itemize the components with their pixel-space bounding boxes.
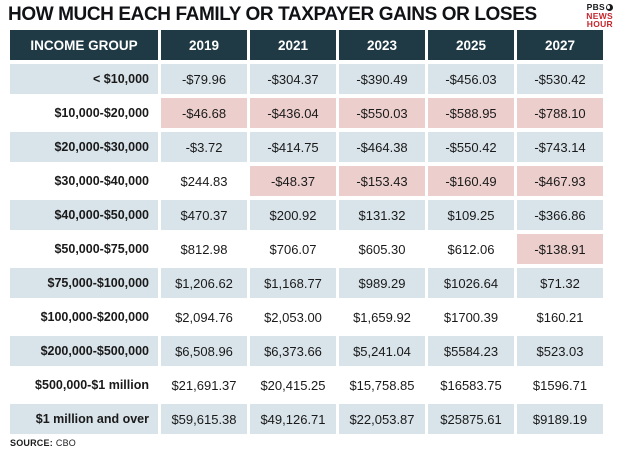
value-cell: $1,206.62: [161, 268, 247, 298]
value-cell: -$530.42: [517, 64, 603, 94]
value-cell: $21,691.37: [161, 370, 247, 400]
table-row: < $10,000 -$79.96 -$304.37 -$390.49 -$456.03…: [10, 64, 603, 94]
value-cell: $2,053.00: [250, 302, 336, 332]
logo-line-news: NEWS: [586, 10, 613, 21]
data-table: INCOME GROUP 2019 2021 2023 2025 2027 < $10,0…: [7, 26, 606, 438]
table-row: $1 million and over $59,615.38 $49,126.71 $…: [10, 404, 603, 434]
value-cell: $160.21: [517, 302, 603, 332]
table-row: $100,000-$200,000 $2,094.76 $2,053.00 $1,65…: [10, 302, 603, 332]
table-row: $10,000-$20,000 -$46.68 -$436.04 -$550.03 -$…: [10, 98, 603, 128]
value-cell: -$456.03: [428, 64, 514, 94]
value-cell: $1596.71: [517, 370, 603, 400]
value-cell: $5,241.04: [339, 336, 425, 366]
value-cell: -$550.03: [339, 98, 425, 128]
logo-line-pbs: PBS: [586, 3, 613, 12]
value-cell: -$3.72: [161, 132, 247, 162]
value-cell: -$160.49: [428, 166, 514, 196]
column-header-year: 2019: [161, 30, 247, 60]
value-cell: $49,126.71: [250, 404, 336, 434]
value-cell: -$467.93: [517, 166, 603, 196]
logo-pbs-text: PBS: [586, 2, 605, 12]
logo-line-hour: HOUR: [586, 19, 613, 29]
table-row: $30,000-$40,000 $244.83 -$48.37 -$153.43 -$1…: [10, 166, 603, 196]
value-cell: -$138.91: [517, 234, 603, 264]
pbs-head-icon: [606, 3, 613, 11]
header-row: INCOME GROUP 2019 2021 2023 2025 2027: [10, 30, 603, 60]
table-row: $50,000-$75,000 $812.98 $706.07 $605.30 $612…: [10, 234, 603, 264]
page-title: HOW MUCH EACH FAMILY OR TAXPAYER GAINS O…: [8, 4, 537, 25]
value-cell: $22,053.87: [339, 404, 425, 434]
value-cell: $706.07: [250, 234, 336, 264]
value-cell: $200.92: [250, 200, 336, 230]
value-cell: $9189.19: [517, 404, 603, 434]
value-cell: $2,094.76: [161, 302, 247, 332]
value-cell: -$743.14: [517, 132, 603, 162]
pbs-newshour-logo: PBS NEWS HOUR: [586, 3, 613, 29]
column-header-income-group: INCOME GROUP: [10, 30, 158, 60]
value-cell: -$436.04: [250, 98, 336, 128]
column-header-year: 2025: [428, 30, 514, 60]
value-cell: $20,415.25: [250, 370, 336, 400]
source-note: SOURCE: CBO: [10, 438, 76, 448]
value-cell: $25875.61: [428, 404, 514, 434]
source-value: CBO: [55, 438, 77, 448]
value-cell: $59,615.38: [161, 404, 247, 434]
income-group-cell: $100,000-$200,000: [10, 302, 158, 332]
value-cell: -$588.95: [428, 98, 514, 128]
table-body: < $10,000 -$79.96 -$304.37 -$390.49 -$456.03…: [10, 64, 603, 434]
income-group-cell: < $10,000: [10, 64, 158, 94]
value-cell: $1026.64: [428, 268, 514, 298]
value-cell: $71.32: [517, 268, 603, 298]
value-cell: $605.30: [339, 234, 425, 264]
income-group-cell: $50,000-$75,000: [10, 234, 158, 264]
value-cell: -$414.75: [250, 132, 336, 162]
value-cell: $6,373.66: [250, 336, 336, 366]
value-cell: -$153.43: [339, 166, 425, 196]
value-cell: -$366.86: [517, 200, 603, 230]
income-group-cell: $40,000-$50,000: [10, 200, 158, 230]
value-cell: $16583.75: [428, 370, 514, 400]
value-cell: $1,659.92: [339, 302, 425, 332]
value-cell: -$46.68: [161, 98, 247, 128]
value-cell: $5584.23: [428, 336, 514, 366]
source-label: SOURCE:: [10, 438, 53, 448]
value-cell: -$390.49: [339, 64, 425, 94]
value-cell: -$48.37: [250, 166, 336, 196]
value-cell: $470.37: [161, 200, 247, 230]
value-cell: -$788.10: [517, 98, 603, 128]
income-group-cell: $10,000-$20,000: [10, 98, 158, 128]
income-group-cell: $30,000-$40,000: [10, 166, 158, 196]
value-cell: $109.25: [428, 200, 514, 230]
column-header-year: 2023: [339, 30, 425, 60]
value-cell: $1,168.77: [250, 268, 336, 298]
value-cell: -$464.38: [339, 132, 425, 162]
value-cell: $612.06: [428, 234, 514, 264]
income-group-cell: $200,000-$500,000: [10, 336, 158, 366]
value-cell: $812.98: [161, 234, 247, 264]
value-cell: $6,508.96: [161, 336, 247, 366]
income-group-cell: $500,000-$1 million: [10, 370, 158, 400]
table-row: $200,000-$500,000 $6,508.96 $6,373.66 $5,24…: [10, 336, 603, 366]
value-cell: $989.29: [339, 268, 425, 298]
value-cell: -$550.42: [428, 132, 514, 162]
income-group-cell: $75,000-$100,000: [10, 268, 158, 298]
income-group-cell: $20,000-$30,000: [10, 132, 158, 162]
value-cell: $244.83: [161, 166, 247, 196]
value-cell: $1700.39: [428, 302, 514, 332]
table-row: $500,000-$1 million $21,691.37 $20,415.25 $…: [10, 370, 603, 400]
income-group-cell: $1 million and over: [10, 404, 158, 434]
value-cell: $131.32: [339, 200, 425, 230]
value-cell: $523.03: [517, 336, 603, 366]
column-header-year: 2021: [250, 30, 336, 60]
value-cell: $15,758.85: [339, 370, 425, 400]
column-header-year: 2027: [517, 30, 603, 60]
table-row: $40,000-$50,000 $470.37 $200.92 $131.32 $109…: [10, 200, 603, 230]
table-row: $20,000-$30,000 -$3.72 -$414.75 -$464.38 -$5…: [10, 132, 603, 162]
value-cell: -$304.37: [250, 64, 336, 94]
table-row: $75,000-$100,000 $1,206.62 $1,168.77 $989.2…: [10, 268, 603, 298]
value-cell: -$79.96: [161, 64, 247, 94]
